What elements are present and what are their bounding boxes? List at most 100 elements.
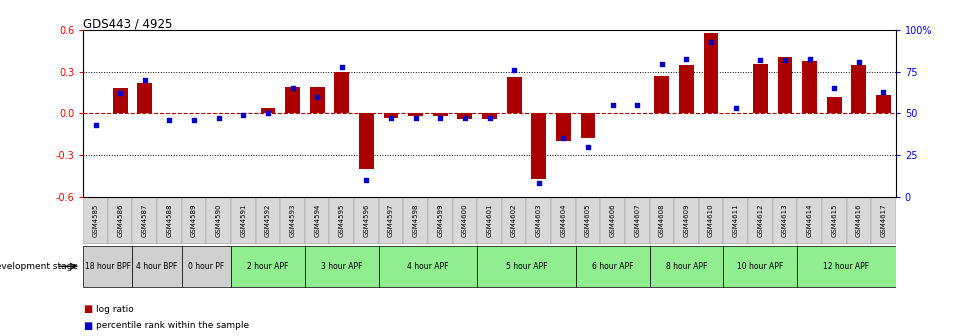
Bar: [648, 246, 723, 287]
Bar: [870, 197, 895, 244]
Text: GSM4601: GSM4601: [486, 203, 492, 237]
Bar: [723, 246, 796, 287]
Point: [88, 122, 104, 128]
Text: GSM4587: GSM4587: [142, 203, 148, 237]
Bar: [403, 197, 427, 244]
Point: [432, 116, 448, 121]
Bar: [747, 197, 772, 244]
Bar: [304, 246, 378, 287]
Point: [752, 57, 768, 63]
Text: GSM4595: GSM4595: [338, 203, 344, 237]
Bar: [846, 197, 870, 244]
Text: 6 hour APF: 6 hour APF: [592, 262, 633, 271]
Bar: [507, 77, 521, 114]
Text: 4 hour BPF: 4 hour BPF: [136, 262, 178, 271]
Point: [260, 111, 276, 116]
Bar: [575, 197, 600, 244]
Text: GSM4607: GSM4607: [634, 203, 640, 237]
Text: 2 hour APF: 2 hour APF: [247, 262, 289, 271]
Text: GDS443 / 4925: GDS443 / 4925: [83, 17, 172, 30]
Text: GSM4604: GSM4604: [559, 203, 566, 237]
Bar: [309, 87, 324, 114]
Bar: [526, 197, 551, 244]
Bar: [600, 197, 624, 244]
Bar: [796, 246, 895, 287]
Bar: [531, 114, 546, 178]
Text: 18 hour BPF: 18 hour BPF: [85, 262, 131, 271]
Point: [235, 112, 250, 118]
Text: GSM4591: GSM4591: [240, 203, 246, 237]
Text: 10 hour APF: 10 hour APF: [736, 262, 782, 271]
Text: GSM4600: GSM4600: [462, 203, 467, 237]
Point: [506, 68, 521, 73]
Text: GSM4597: GSM4597: [387, 203, 393, 237]
Bar: [432, 114, 447, 116]
Bar: [624, 197, 648, 244]
Bar: [772, 197, 796, 244]
Bar: [378, 246, 476, 287]
Text: GSM4615: GSM4615: [830, 203, 836, 237]
Point: [333, 64, 349, 70]
Text: GSM4588: GSM4588: [166, 203, 172, 237]
Text: 8 hour APF: 8 hour APF: [665, 262, 706, 271]
Bar: [556, 114, 570, 141]
Text: GSM4605: GSM4605: [585, 203, 591, 237]
Point: [801, 56, 817, 61]
Bar: [359, 114, 374, 169]
Text: GSM4611: GSM4611: [732, 203, 738, 237]
Point: [408, 116, 423, 121]
Bar: [132, 246, 182, 287]
Bar: [255, 197, 280, 244]
Bar: [83, 197, 108, 244]
Bar: [476, 197, 502, 244]
Point: [161, 117, 177, 123]
Text: GSM4609: GSM4609: [683, 203, 689, 237]
Point: [210, 116, 226, 121]
Point: [555, 136, 570, 141]
Point: [481, 116, 497, 121]
Bar: [698, 197, 723, 244]
Bar: [182, 197, 206, 244]
Text: ■: ■: [83, 304, 92, 314]
Bar: [674, 197, 698, 244]
Bar: [476, 246, 575, 287]
Bar: [231, 246, 304, 287]
Bar: [481, 114, 497, 119]
Bar: [457, 114, 471, 119]
Text: GSM4616: GSM4616: [855, 203, 861, 237]
Point: [777, 57, 792, 63]
Bar: [383, 114, 398, 118]
Bar: [156, 197, 182, 244]
Point: [530, 180, 546, 186]
Text: 12 hour APF: 12 hour APF: [822, 262, 868, 271]
Text: GSM4617: GSM4617: [879, 203, 885, 237]
Text: development stage: development stage: [0, 262, 78, 271]
Point: [653, 61, 669, 66]
Bar: [280, 197, 304, 244]
Text: GSM4594: GSM4594: [314, 203, 320, 237]
Text: 3 hour APF: 3 hour APF: [321, 262, 362, 271]
Text: GSM4598: GSM4598: [412, 203, 419, 237]
Text: 4 hour APF: 4 hour APF: [407, 262, 448, 271]
Point: [678, 56, 693, 61]
Bar: [206, 197, 231, 244]
Text: GSM4608: GSM4608: [658, 203, 664, 237]
Bar: [703, 33, 718, 114]
Bar: [801, 61, 817, 114]
Point: [382, 116, 398, 121]
Bar: [285, 87, 299, 114]
Text: GSM4592: GSM4592: [265, 203, 271, 237]
Bar: [378, 197, 403, 244]
Text: log ratio: log ratio: [96, 305, 134, 313]
Bar: [654, 76, 669, 114]
Bar: [304, 197, 330, 244]
Point: [825, 86, 841, 91]
Bar: [408, 114, 422, 116]
Point: [874, 89, 890, 94]
Bar: [83, 246, 132, 287]
Bar: [354, 197, 378, 244]
Bar: [575, 246, 648, 287]
Bar: [648, 197, 674, 244]
Point: [309, 94, 325, 99]
Bar: [826, 97, 841, 114]
